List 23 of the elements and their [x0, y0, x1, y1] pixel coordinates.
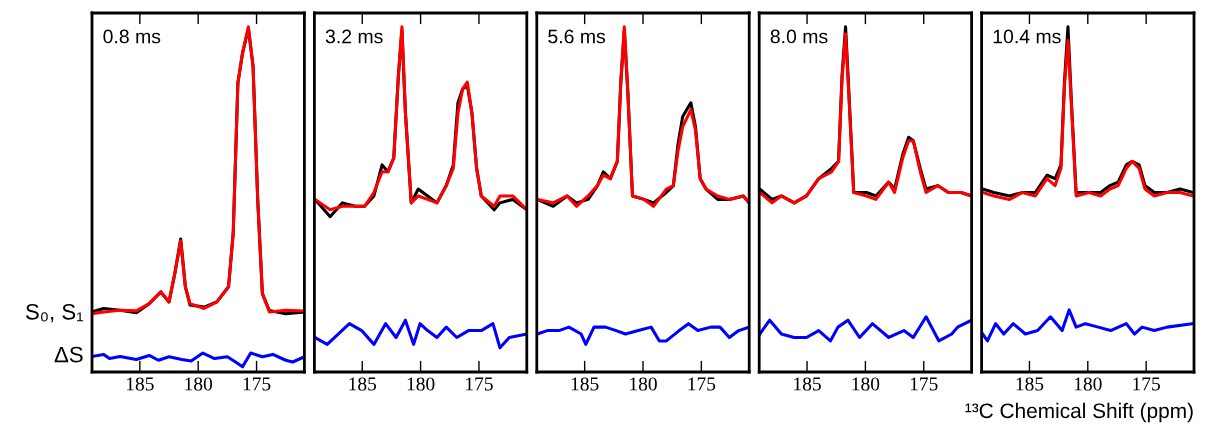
- x-tick-label: 180: [630, 377, 657, 391]
- x-tick-label: 185: [126, 377, 154, 391]
- x-tick-label: 185: [571, 377, 599, 391]
- x-tick-label: 180: [1074, 377, 1102, 391]
- annotation: 10.4 ms: [993, 29, 1061, 44]
- text: ΔS: [54, 346, 83, 363]
- x-tick-label: 185: [1016, 377, 1044, 391]
- annotation: 5.6 ms: [548, 29, 606, 44]
- x-tick-label: 175: [688, 377, 716, 391]
- annotation: 8.0 ms: [770, 29, 828, 44]
- x-tick-label: 180: [185, 377, 213, 391]
- x-tick-label: 180: [407, 377, 435, 391]
- x-tick-label: 175: [243, 377, 271, 391]
- x-tick-label: 180: [852, 377, 880, 391]
- x-tick-label: 175: [466, 377, 493, 391]
- x-tick-label: 185: [794, 377, 821, 391]
- x-tick-label: 185: [349, 377, 377, 391]
- x-tick-label: 175: [910, 377, 938, 391]
- x-axis-title: ¹³C Chemical Shift (ppm): [965, 402, 1193, 423]
- annotation: 3.2 ms: [325, 29, 383, 44]
- annotation: 0.8 ms: [103, 29, 161, 44]
- x-tick-label: 175: [1133, 377, 1160, 391]
- text: S₀, S₁: [25, 303, 84, 323]
